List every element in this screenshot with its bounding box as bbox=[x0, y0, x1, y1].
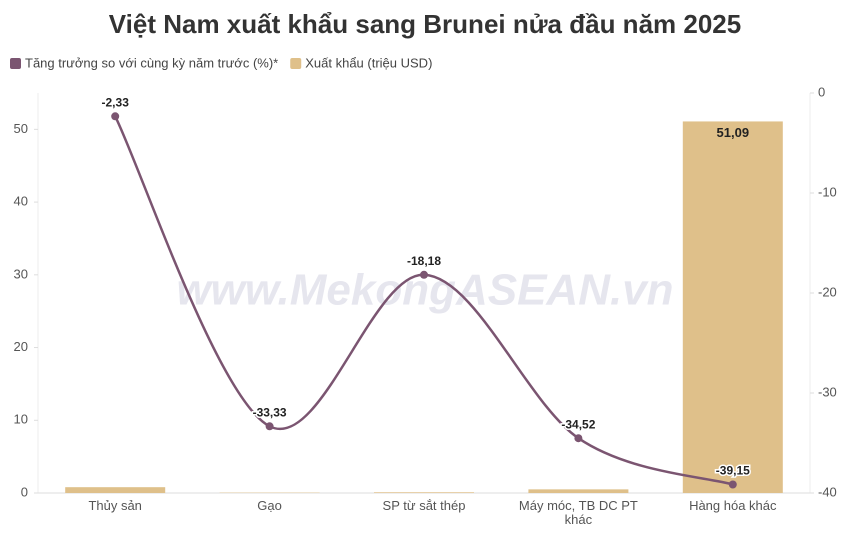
legend-swatch bbox=[290, 58, 302, 69]
y-tick-label: 50 bbox=[14, 121, 28, 136]
line-value-label: -39,15 bbox=[716, 464, 750, 478]
chart-title: Việt Nam xuất khẩu sang Brunei nửa đầu n… bbox=[109, 9, 741, 39]
bar bbox=[682, 121, 783, 493]
line-point bbox=[111, 112, 120, 121]
bar bbox=[528, 489, 629, 493]
line-value-label: -2,33 bbox=[102, 95, 130, 109]
line-point bbox=[728, 480, 737, 489]
x-tick-label: Hàng hóa khác bbox=[689, 499, 777, 513]
x-tick-label: Thủy sản bbox=[88, 499, 142, 513]
line-value-label: -34,52 bbox=[561, 417, 595, 431]
x-tick-label: SP từ sắt thép bbox=[382, 499, 466, 513]
x-tick-label-box: Gạo bbox=[257, 499, 282, 513]
line bbox=[114, 115, 734, 486]
y-tick-label: 40 bbox=[14, 194, 28, 209]
y-tick-label: 0 bbox=[21, 484, 28, 499]
x-tick-label-box: Thủy sản bbox=[88, 499, 142, 513]
y2-tick-label: -20 bbox=[818, 284, 837, 299]
line-value-label: -33,33 bbox=[253, 405, 287, 419]
y-tick-label: 10 bbox=[14, 412, 28, 427]
y2-tick-label: -30 bbox=[818, 384, 837, 399]
x-tick-label: Máy móc, TB DC PT khác bbox=[518, 499, 638, 527]
y-tick-label: 30 bbox=[14, 266, 28, 281]
y2-tick-label: -40 bbox=[818, 484, 837, 499]
legend-label: Xuất khẩu (triệu USD) bbox=[305, 55, 432, 70]
line-point bbox=[574, 434, 583, 443]
x-tick-label-box: SP từ sắt thép bbox=[382, 499, 466, 513]
bar-value-label: 51,09 bbox=[717, 125, 750, 140]
line-point bbox=[265, 422, 274, 431]
x-tick-label: Gạo bbox=[257, 499, 282, 513]
bar bbox=[374, 492, 474, 493]
legend-swatch bbox=[10, 58, 21, 69]
y2-tick-label: 0 bbox=[818, 84, 825, 99]
line-value-label: -18,18 bbox=[407, 254, 441, 268]
line-point bbox=[420, 270, 428, 279]
y2-tick-label: -10 bbox=[818, 184, 837, 199]
bar bbox=[65, 487, 166, 493]
x-tick-label-box: Máy móc, TB DC PT khác bbox=[518, 499, 638, 527]
x-tick-label-box: Hàng hóa khác bbox=[689, 499, 777, 513]
y-tick-label: 20 bbox=[14, 339, 28, 354]
legend-label: Tăng trưởng so với cùng kỳ năm trước (%)… bbox=[25, 55, 278, 70]
